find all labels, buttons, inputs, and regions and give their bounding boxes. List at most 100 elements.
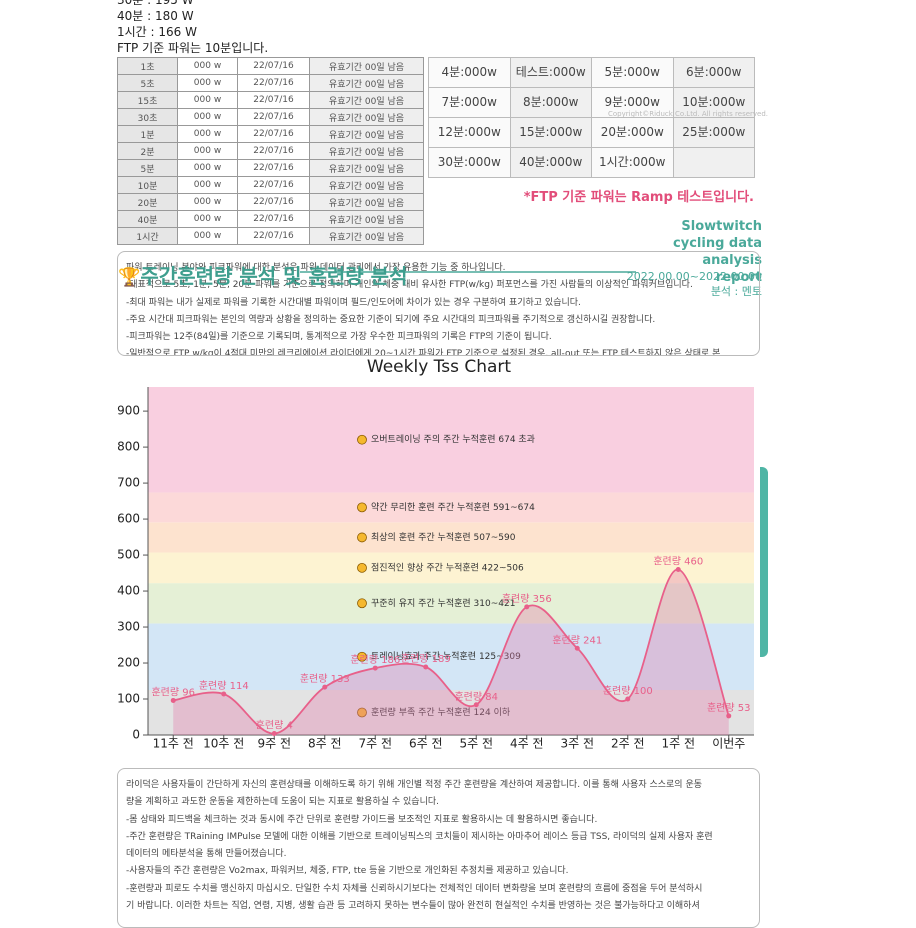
value-label: 훈련량 96: [151, 685, 195, 698]
zone-icon: [357, 562, 367, 573]
zone-icon: [357, 598, 367, 609]
note-line: -대표적으로 5초, 1분, 5분, 20분 파워를 기준으로 정의하며 개인의…: [126, 280, 693, 291]
watermark: Copyright©Riduck Co.Ltd. All rights rese…: [608, 110, 769, 118]
point: [675, 566, 681, 572]
grid-cell: 40분:000w: [510, 148, 592, 178]
report-title: Slowtwitch cycling data analysis report: [673, 219, 762, 285]
table-cell: 30초: [117, 108, 178, 126]
chart: Weekly Tss Chart 훈련량 부족 주간 누적훈련 124 이하 트레…: [117, 357, 754, 751]
zone-icon: [357, 532, 367, 543]
value-label: 훈련량 241: [552, 633, 602, 646]
x-tick-label: 10주 전: [203, 737, 244, 751]
zone-band: [148, 623, 754, 691]
zone-icon: [357, 651, 367, 662]
zone-icon: [357, 434, 367, 445]
x-tick-label: 7주 전: [358, 737, 392, 751]
x-tick-label: 4주 전: [510, 737, 544, 751]
zone-label: 꾸준히 유지 주간 누적훈련 310~421: [371, 597, 515, 609]
note-line: 기 바랍니다. 이러한 차트는 직업, 연령, 지병, 생활 습관 등 고려하지…: [126, 901, 700, 912]
report-analyst: 분석 : 멘토: [710, 285, 762, 298]
value-label: 훈련량 356: [502, 592, 552, 605]
point: [423, 664, 429, 670]
point: [574, 645, 580, 651]
point: [221, 691, 227, 697]
point: [473, 702, 479, 708]
grid-cell: 30분:000w: [429, 148, 511, 178]
x-tick-label: 2주 전: [611, 737, 645, 751]
grid-cell: 5분:000w: [592, 58, 674, 88]
table-cell: 유효기간 00일 남음: [309, 210, 424, 228]
ftp-note: *FTP 기준 파워는 Ramp 테스트입니다.: [523, 190, 754, 205]
value-label: 훈련량 189: [401, 652, 451, 665]
point: [170, 697, 176, 703]
report-meta: 2022.00.00~2022.00.00 분석 : 멘토: [627, 269, 762, 299]
note-line: -몸 상태와 피드백을 체크하는 것과 동시에 주간 단위로 훈련량 가이드를 …: [126, 814, 598, 825]
x-tick-label: 5주 전: [459, 737, 493, 751]
value-label: 훈련량 4: [256, 719, 293, 732]
zone-label: 최상의 훈련 주간 누적훈련 507~590: [371, 531, 516, 543]
table-cell: 유효기간 00일 남음: [309, 57, 424, 75]
x-tick-label: 9주 전: [257, 737, 291, 751]
value-label: 훈련량 100: [603, 684, 653, 697]
table-row: 15초 000 w 22/07/16 유효기간 00일 남음: [117, 91, 424, 109]
peak-table: 1초 000 w 22/07/16 유효기간 00일 남음 5초 000 w 22/07/1…: [117, 57, 424, 245]
header-line: 30분 : 195 W: [117, 0, 194, 7]
zone-label: 약간 무리한 훈련 주간 누적훈련 591~674: [371, 501, 535, 513]
zone-band: [148, 690, 754, 735]
note-line: -피크파워는 12주(84일)를 기준으로 기록되며, 통계적으로 가장 우수한…: [126, 332, 552, 343]
table-cell: 40분: [117, 210, 178, 228]
header-line: FTP 기준 파워는 10분입니다.: [117, 41, 269, 55]
table-cell: 1초: [117, 57, 178, 75]
header-line: 40분 : 180 W: [117, 9, 194, 23]
point: [524, 604, 530, 610]
section-title-text: 주간훈련량 분석 및 훈련량 분석: [140, 264, 408, 288]
point: [322, 684, 328, 690]
note-line: -주간 훈련량은 TRaining IMPulse 모델에 대한 이해를 기반으…: [126, 831, 713, 842]
value-label: 훈련량 84: [454, 690, 498, 703]
x-tick-label: 이번주: [712, 737, 745, 751]
trophy-icon: 🏆: [118, 267, 141, 288]
note-line: 량을 계획하고 과도한 운동을 제한하는데 도움이 되는 지표로 활용하실 수 …: [126, 797, 439, 808]
table-row: 40분 000 w 22/07/16 유효기간 00일 남음: [117, 210, 424, 228]
note-line: -사용자들의 주간 훈련량은 Vo2max, 파워커브, 체중, FTP, tt…: [126, 866, 569, 877]
notes-top: 파워 트레이닝 분야와 피크파워에 대한 분석은 파워 데이터 관리에서 가장 …: [117, 251, 760, 356]
x-tick-label: 3주 전: [560, 737, 594, 751]
point: [625, 696, 631, 702]
y-tick-label: 100: [117, 692, 140, 706]
value-label: 훈련량 53: [707, 701, 751, 714]
grid-cell: 1시간:000w: [592, 148, 674, 178]
y-tick-label: 400: [117, 584, 140, 598]
zone-label: 오버트레이닝 주의 주간 누적훈련 674 초과: [371, 433, 535, 445]
table-cell: 5분: [117, 159, 178, 177]
zone-icon: [357, 502, 367, 513]
x-tick-label: 1주 전: [661, 737, 695, 751]
zone-band: [148, 492, 754, 523]
x-tick-label: 6주 전: [409, 737, 443, 751]
y-tick-label: 800: [117, 440, 140, 454]
grid-cell: 15분:000w: [510, 118, 592, 148]
side-tab[interactable]: [760, 467, 768, 657]
zone-label: 트레이닝효과 주간 누적훈련 125~309: [371, 650, 521, 662]
zone-band: [148, 522, 754, 553]
zone-icon: [357, 707, 367, 718]
y-tick-label: 900: [117, 404, 140, 418]
grid-cell: 4분:000w: [429, 58, 511, 88]
section-title: 🏆주간훈련량 분석 및 훈련량 분석: [118, 264, 408, 290]
note-line: -훈련량과 피로도 수치를 맹신하지 마십시오. 단일한 수치 자체를 신뢰하시…: [126, 883, 703, 894]
y-tick-label: 700: [117, 476, 140, 490]
report-period: 2022.00.00~2022.00.00: [626, 270, 762, 283]
table-cell: 유효기간 00일 남음: [309, 125, 424, 143]
grid-cell: 7분:000w: [429, 88, 511, 118]
y-tick-label: 200: [117, 656, 140, 670]
table-row: 10분 000 w 22/07/16 유효기간 00일 남음: [117, 176, 424, 194]
table-cell: 2분: [117, 142, 178, 160]
grid-cell: 25분:000w: [673, 118, 755, 148]
note-line: -주요 시간대 피크파워는 본인의 역량과 상황을 정의하는 중요한 기준이 되…: [126, 314, 656, 325]
table-row: 2분 000 w 22/07/16 유효기간 00일 남음: [117, 142, 424, 160]
value-label: 훈련량 114: [199, 679, 249, 692]
area: [173, 569, 729, 735]
zone-band: [148, 583, 754, 624]
notes-bottom: 라이덕은 사용자들이 간단하게 자신의 훈련상태를 이해하도록 하기 위해 개인…: [117, 768, 760, 928]
zone-band: [148, 552, 754, 584]
